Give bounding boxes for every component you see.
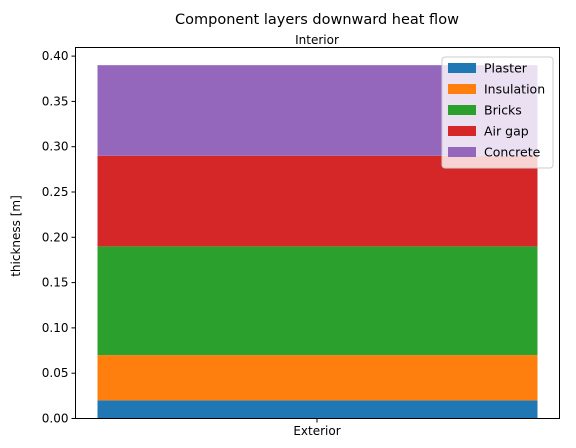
bar-segment-plaster	[97, 400, 538, 419]
legend-label-bricks: Bricks	[484, 103, 522, 118]
y-tick-label: 0.35	[42, 94, 69, 108]
y-axis-label: thickness [m]	[9, 195, 23, 277]
legend: Plaster Insulation Bricks Air gap Concrete	[441, 56, 554, 169]
plot-frame	[75, 47, 560, 419]
y-tick-label: 0.20	[42, 230, 69, 244]
legend-label-concrete: Concrete	[484, 145, 541, 160]
y-tick-label: 0.25	[42, 185, 69, 199]
legend-swatch-concrete	[448, 147, 476, 157]
y-tick-label: 0.30	[42, 140, 69, 154]
legend-swatch-insulation	[448, 84, 476, 94]
bar-segment-bricks	[97, 246, 538, 356]
y-tick-label: 0.40	[42, 49, 69, 63]
legend-swatch-air-gap	[448, 126, 476, 136]
chart-title: Component layers downward heat flow	[175, 12, 459, 28]
y-axis: 0.00 0.05 0.10 0.15 0.20 0.25 0.30 0.35 0.40	[42, 49, 318, 426]
legend-label-insulation: Insulation	[484, 82, 545, 97]
legend-label-plaster: Plaster	[484, 61, 528, 76]
legend-swatch-bricks	[448, 105, 476, 115]
legend-label-air-gap: Air gap	[484, 124, 529, 139]
y-tick-label: 0.10	[42, 321, 69, 335]
top-axis-label: Interior	[295, 33, 339, 47]
y-tick-label: 0.15	[42, 276, 69, 290]
bar-segment-air-gap	[97, 155, 538, 247]
y-tick-label: 0.00	[42, 412, 69, 426]
y-tick-label: 0.05	[42, 366, 69, 380]
bar-segment-insulation	[97, 355, 538, 401]
legend-swatch-plaster	[448, 63, 476, 73]
x-tick-label-exterior: Exterior	[293, 424, 340, 438]
